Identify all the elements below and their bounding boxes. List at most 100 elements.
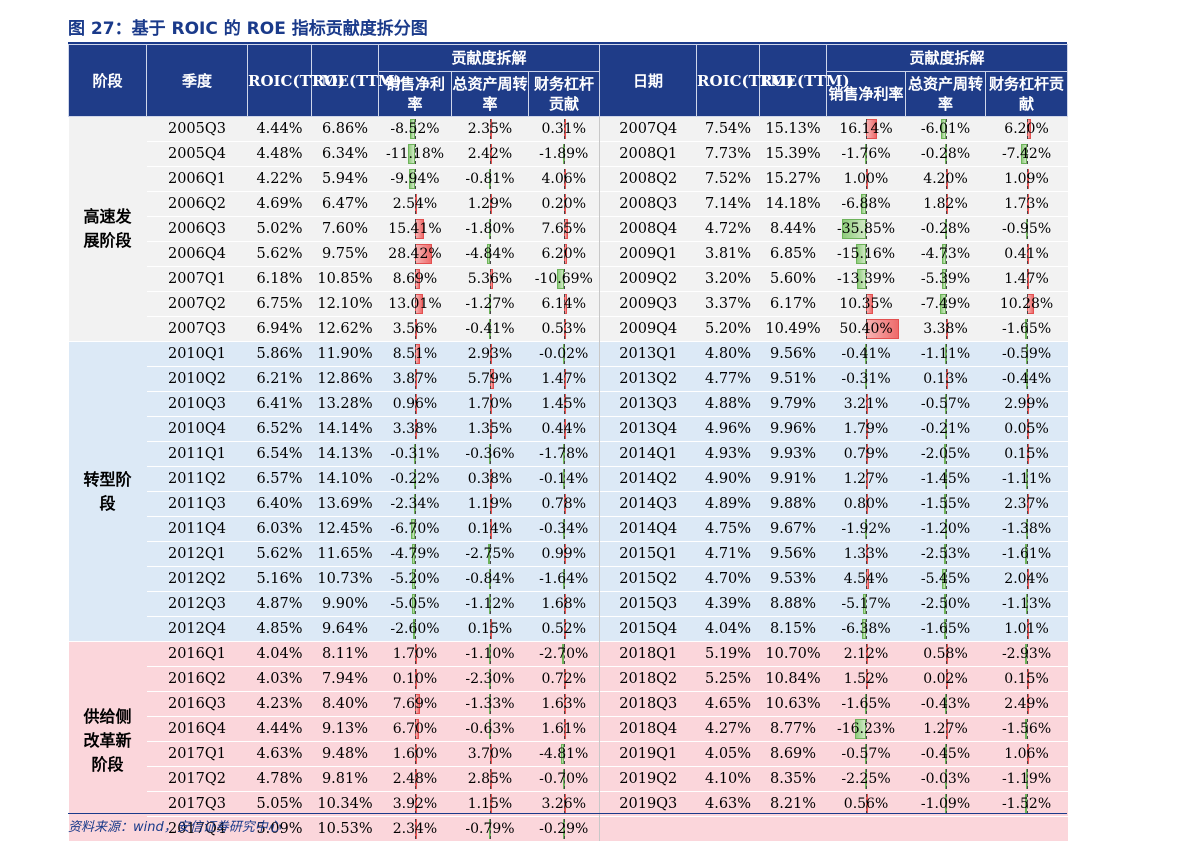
- margin-cell-label: 1.00%: [843, 171, 889, 187]
- margin-cell: 1.00%: [826, 166, 906, 192]
- date-cell: 2008Q1: [599, 141, 697, 167]
- roe-cell: 5.94%: [311, 166, 379, 192]
- leverage-cell: 0.05%: [985, 416, 1068, 442]
- margin-cell-bar: 1.70%: [382, 644, 449, 664]
- margin-cell-label: -2.25%: [841, 771, 891, 787]
- roic-cell: 7.73%: [696, 141, 760, 167]
- turnover-cell-label: 1.82%: [923, 196, 968, 212]
- roe-cell: 11.90%: [311, 341, 379, 367]
- margin-cell-bar: -13.39%: [830, 269, 903, 289]
- margin-cell: 6.70%: [378, 716, 452, 742]
- date-cell: 2008Q3: [599, 191, 697, 217]
- margin-cell-axis: [866, 169, 868, 189]
- turnover-cell: 0.14%: [451, 516, 529, 542]
- turnover-cell-axis: [945, 269, 947, 289]
- turnover-cell-bar: -5.45%: [909, 569, 983, 589]
- leverage-cell-bar: -1.13%: [989, 594, 1065, 614]
- roic-cell: 5.20%: [696, 316, 760, 342]
- margin-cell-label: 0.56%: [843, 796, 889, 812]
- leverage-cell: -0.44%: [985, 366, 1068, 392]
- margin-cell-axis: [866, 219, 868, 239]
- leverage-cell-axis: [563, 494, 565, 514]
- leverage-cell-axis: [1026, 144, 1028, 164]
- roic-cell: 7.54%: [696, 116, 760, 142]
- leverage-cell: 6.20%: [985, 116, 1068, 142]
- quarter-cell: 2012Q1: [146, 541, 248, 567]
- leverage-cell: -1.38%: [985, 516, 1068, 542]
- margin-cell: 0.80%: [826, 491, 906, 517]
- margin-cell-axis: [866, 369, 868, 389]
- margin-cell-label: 0.96%: [392, 396, 438, 412]
- roic-cell: 4.03%: [247, 666, 312, 692]
- turnover-cell-axis: [490, 119, 491, 139]
- leverage-cell: 3.26%: [528, 791, 601, 817]
- turnover-cell-bar: 4.20%: [909, 169, 983, 189]
- leverage-cell-axis: [563, 169, 565, 189]
- margin-cell-bar: -0.22%: [382, 469, 449, 489]
- margin-cell-axis: [866, 544, 868, 564]
- leverage-cell-label: 0.53%: [541, 321, 586, 337]
- leverage-cell-axis: [1026, 394, 1028, 414]
- turnover-cell-axis: [945, 194, 947, 214]
- roe-cell: 6.85%: [759, 241, 827, 267]
- date-cell: 2009Q1: [599, 241, 697, 267]
- leverage-cell-bar: 1.61%: [532, 719, 597, 739]
- turnover-cell: 3.38%: [905, 316, 986, 342]
- leverage-cell: -4.81%: [528, 741, 601, 767]
- leverage-cell-axis: [1026, 369, 1028, 389]
- margin-cell: -6.38%: [826, 616, 906, 642]
- leverage-cell: -0.14%: [528, 466, 601, 492]
- turnover-cell-axis: [945, 169, 947, 189]
- margin-cell-label: 2.48%: [392, 771, 438, 787]
- turnover-cell-label: 2.93%: [467, 346, 513, 362]
- leverage-cell-label: -0.34%: [539, 521, 589, 537]
- margin-cell: -1.92%: [826, 516, 906, 542]
- leverage-cell-bar: 0.05%: [989, 419, 1065, 439]
- leverage-cell-bar: 3.26%: [532, 794, 597, 814]
- leverage-cell-label: 0.52%: [541, 621, 586, 637]
- table-row: 2010Q4 6.52% 14.14% 3.38% 1.35% 0.44% 2013Q4 4.…: [69, 416, 1068, 442]
- turnover-cell: -0.81%: [451, 166, 529, 192]
- margin-cell-bar: -1.76%: [830, 144, 903, 164]
- turnover-cell: 2.42%: [451, 141, 529, 167]
- table-row: 高速发展阶段 2005Q3 4.44% 6.86% -8.52% 2.35% 0.31% 20…: [68, 116, 1068, 342]
- roic-cell: 3.37%: [696, 291, 760, 317]
- leverage-cell-axis: [1026, 644, 1028, 664]
- roic-cell: 4.96%: [696, 416, 760, 442]
- footer-rule: [68, 813, 1067, 814]
- roic-cell: 4.04%: [247, 641, 312, 667]
- turnover-cell-axis: [945, 119, 947, 139]
- quarter-cell: 2007Q1: [146, 266, 248, 292]
- date-cell: 2018Q3: [599, 691, 697, 717]
- roe-cell: 10.53%: [311, 816, 379, 841]
- leverage-cell-axis: [1026, 769, 1028, 789]
- margin-cell: 1.79%: [826, 416, 906, 442]
- table-row: 2017Q3 5.05% 10.34% 3.92% 1.15% 3.26% 2019Q3 4.…: [69, 791, 1068, 817]
- leverage-cell-bar: -0.29%: [532, 819, 597, 839]
- margin-cell-axis: [866, 519, 868, 539]
- leverage-cell-bar: 0.72%: [532, 669, 597, 689]
- leverage-cell-bar: 0.53%: [532, 319, 597, 339]
- leverage-cell-label: -0.59%: [1001, 346, 1052, 362]
- turnover-cell-label: -1.80%: [465, 221, 515, 237]
- turnover-cell-bar: -7.49%: [909, 294, 983, 314]
- turnover-cell: 5.36%: [451, 266, 529, 292]
- roe-cell: 11.65%: [311, 541, 379, 567]
- table-row: 2016Q2 4.03% 7.94% 0.10% -2.30% 0.72% 2018Q2 5.…: [69, 666, 1068, 692]
- margin-cell-label: 7.69%: [392, 696, 438, 712]
- margin-cell-label: -13.39%: [836, 271, 896, 287]
- leverage-cell-axis: [1026, 119, 1028, 139]
- turnover-cell-bar: 2.42%: [455, 144, 526, 164]
- turnover-cell: 0.15%: [451, 616, 529, 642]
- turnover-cell-fill: [943, 594, 946, 614]
- turnover-cell-label: 2.35%: [467, 121, 513, 137]
- table-row: 2011Q1 6.54% 14.13% -0.31% -0.36% -1.78% 2014Q…: [69, 441, 1068, 467]
- roe-cell: 8.44%: [759, 216, 827, 242]
- leverage-cell-axis: [1026, 269, 1028, 289]
- margin-cell: 15.41%: [378, 216, 452, 242]
- roic-cell: 4.44%: [247, 116, 312, 142]
- leverage-cell-fill: [562, 644, 565, 664]
- turnover-cell-axis: [945, 594, 947, 614]
- leverage-cell-bar: -1.38%: [989, 519, 1065, 539]
- quarter-cell: 2016Q2: [146, 666, 248, 692]
